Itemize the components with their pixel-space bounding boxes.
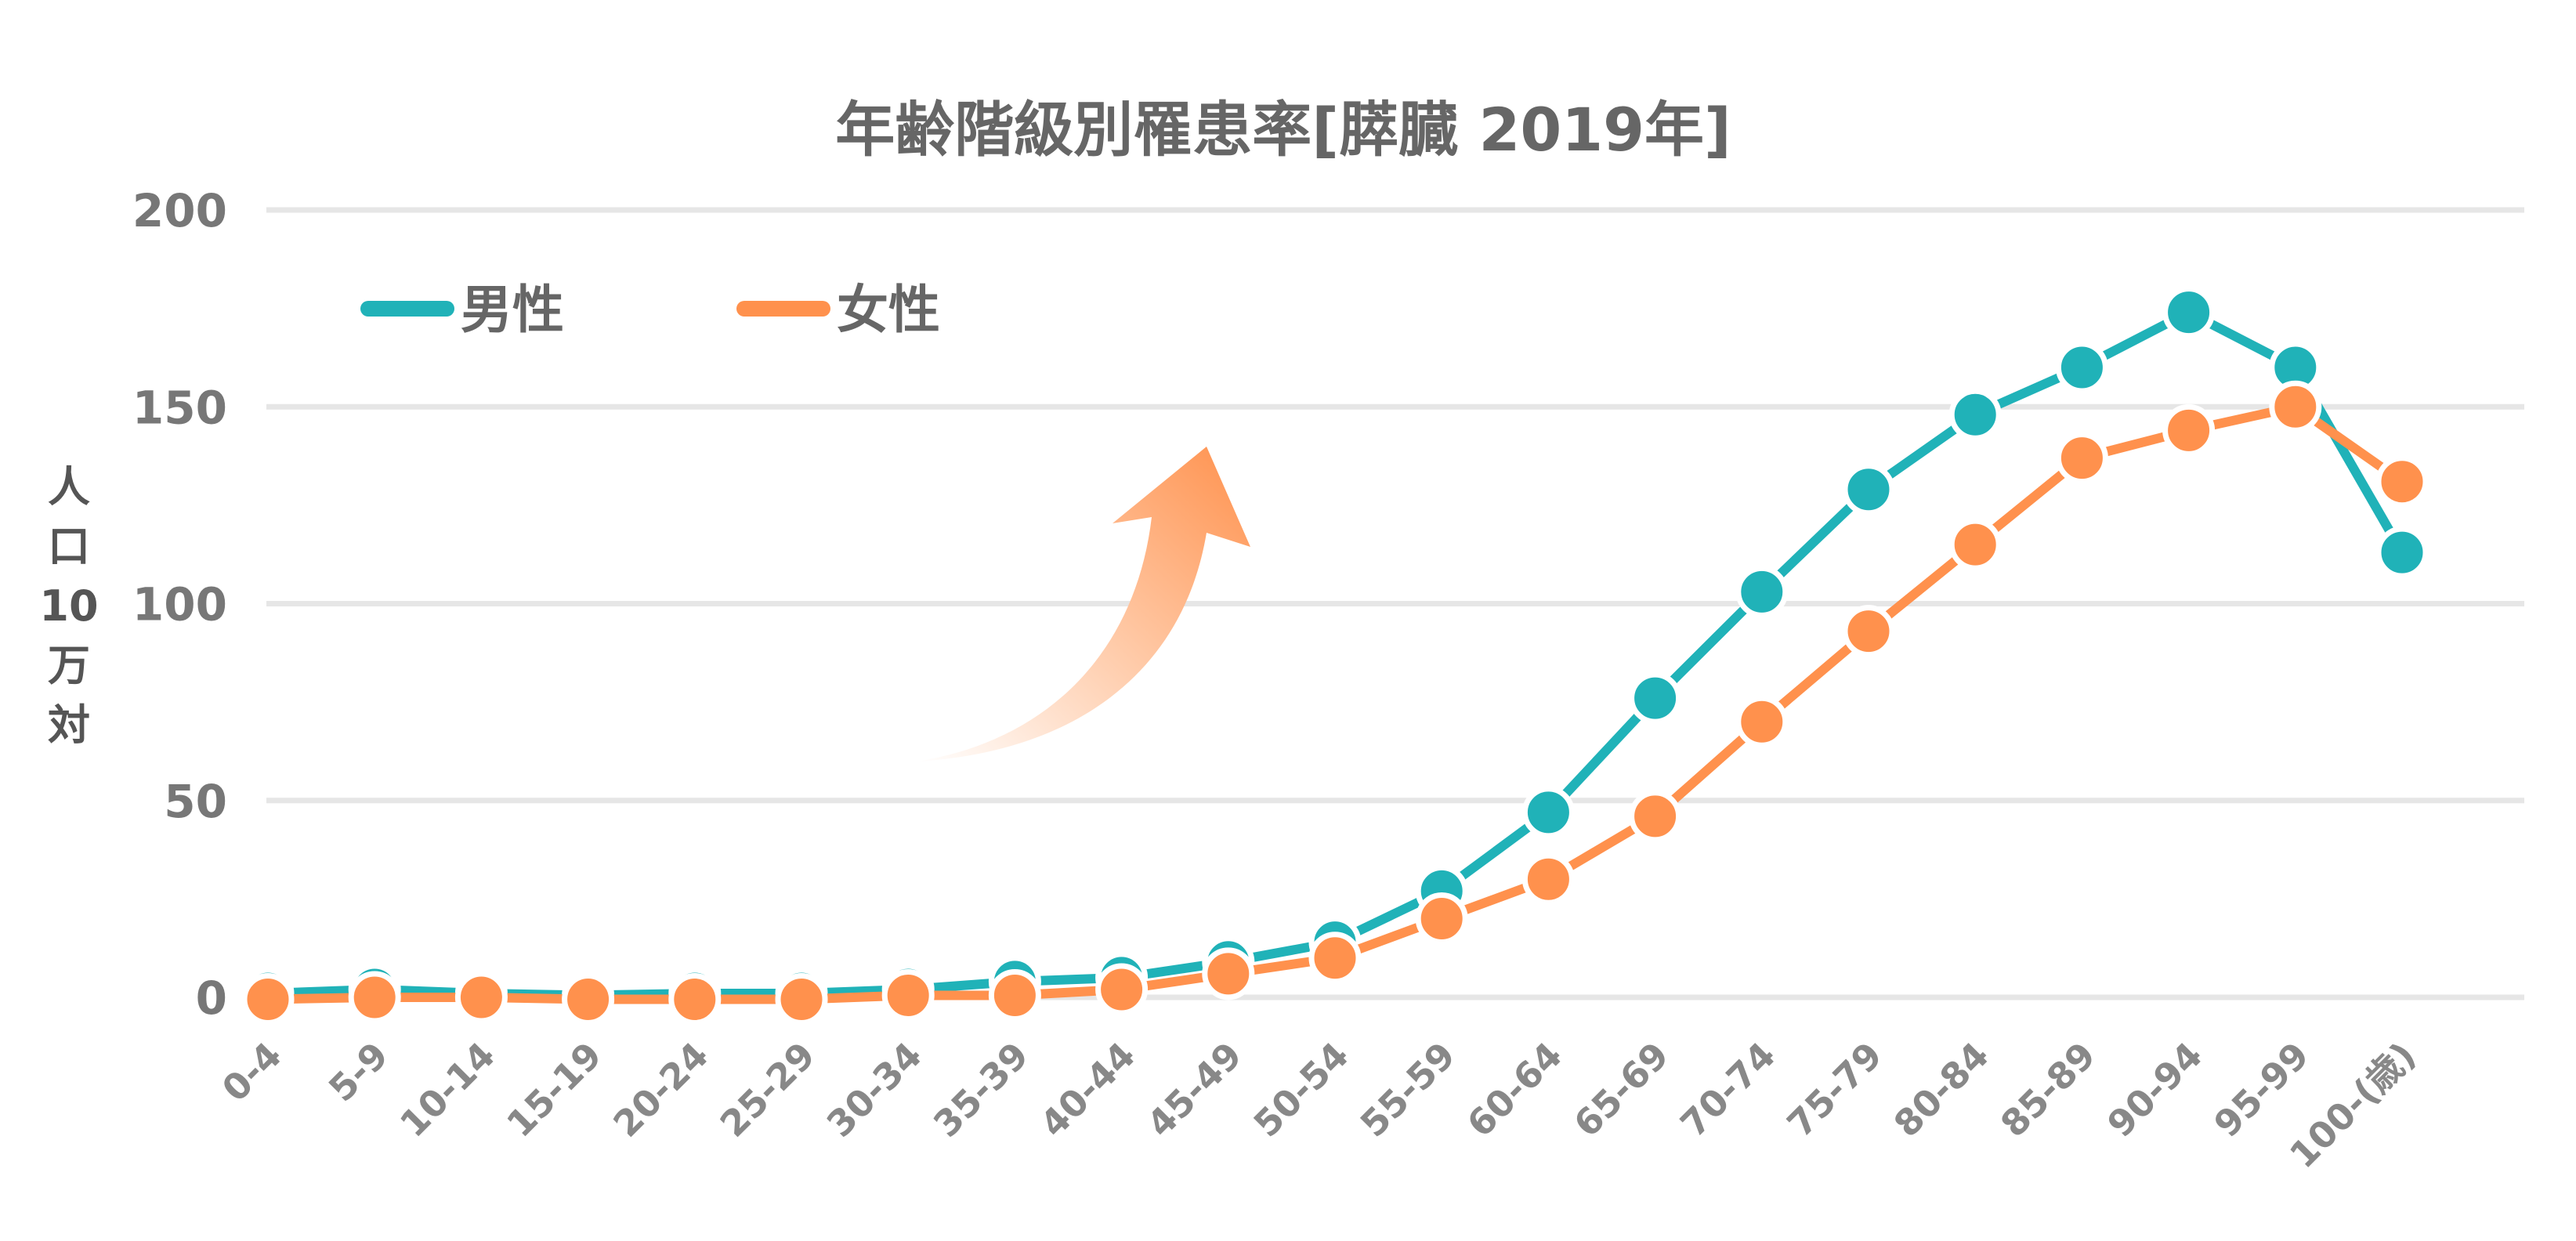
data-point [2269, 380, 2322, 433]
x-tick-label: 75-79 [1779, 1034, 1890, 1145]
series-lines [241, 286, 2429, 1026]
x-tick-label: 45-49 [1138, 1034, 1250, 1145]
trend-arrow-icon [917, 447, 1250, 762]
x-tick-label: 80-84 [1886, 1034, 1997, 1145]
data-point [1948, 388, 2002, 441]
x-tick-label: 10-14 [392, 1034, 503, 1145]
x-axis-ticks: 0-4 5-910-1415-1920-2425-2930-3435-3940-4… [214, 1034, 2424, 1177]
legend-item: 男性 [360, 280, 564, 340]
data-point [1735, 695, 1789, 748]
x-tick-label: 50-54 [1246, 1034, 1357, 1145]
series-1 [241, 380, 2429, 1026]
data-point [2162, 286, 2216, 339]
chart-title: 年齢階級別罹患率[膵臓 2019年] [835, 95, 1731, 165]
data-point [1202, 947, 1255, 1000]
x-tick-label: 90-94 [2099, 1034, 2210, 1145]
data-point [988, 968, 1041, 1022]
x-tick-label: 20-24 [605, 1034, 716, 1145]
series-0 [241, 286, 2429, 1022]
y-tick-label: 100 [132, 578, 227, 631]
data-point [1629, 671, 1682, 725]
gridlines [266, 207, 2524, 1000]
data-point [1521, 852, 1575, 906]
data-point [668, 973, 722, 1026]
y-axis-label: 人口 10 万対 [39, 462, 98, 750]
data-point [1095, 963, 1149, 1016]
y-tick-label: 150 [132, 381, 227, 434]
x-tick-label: 0-4 [214, 1034, 290, 1110]
y-axis-label-char: 口 [48, 522, 90, 571]
data-point [1521, 786, 1575, 839]
data-point [1842, 605, 1895, 658]
data-point [1842, 463, 1895, 516]
data-point [1415, 892, 1468, 945]
legend-label: 男性 [461, 280, 564, 340]
x-tick-label: 25-29 [712, 1034, 823, 1145]
data-point [1735, 565, 1789, 618]
data-point [348, 971, 401, 1024]
x-tick-label: 60-64 [1459, 1034, 1570, 1145]
data-point [1948, 518, 2002, 571]
y-axis-ticks: 0 50 100 150 200 [132, 184, 227, 1025]
data-point [2375, 526, 2429, 579]
x-tick-label: 85-89 [1992, 1034, 2104, 1145]
x-tick-label: 55-59 [1352, 1034, 1463, 1145]
data-point [881, 968, 935, 1022]
x-tick-label: 65-69 [1565, 1034, 1677, 1145]
legend: 男性 女性 [360, 280, 940, 340]
data-point [1308, 932, 1362, 985]
x-tick-label: 70-74 [1672, 1034, 1783, 1145]
x-tick-label: 15-19 [498, 1034, 610, 1145]
legend-label: 女性 [837, 280, 940, 340]
y-axis-label-char: 対 [48, 700, 90, 750]
y-axis-label-char: 万 [48, 641, 90, 690]
y-axis-label-char: 10 [39, 581, 98, 631]
x-tick-label: 40-44 [1032, 1034, 1143, 1145]
data-point [2055, 341, 2108, 394]
data-point [2375, 455, 2429, 508]
data-point [2162, 403, 2216, 457]
y-tick-label: 0 [196, 971, 227, 1025]
data-point [775, 973, 828, 1026]
legend-item: 女性 [736, 280, 940, 340]
y-tick-label: 50 [164, 775, 227, 828]
data-point [562, 973, 615, 1026]
series-line [267, 307, 2407, 1000]
data-point [1629, 790, 1682, 843]
data-point [241, 973, 295, 1026]
y-axis-label-char: 人 [48, 462, 90, 512]
x-tick-label: 35-39 [925, 1034, 1037, 1145]
series-line [267, 402, 2405, 1004]
x-tick-label: 30-34 [819, 1034, 930, 1145]
data-point [454, 971, 508, 1024]
data-point [2055, 432, 2108, 485]
y-tick-label: 200 [132, 184, 227, 237]
x-tick-label: 5-9 [320, 1034, 396, 1110]
